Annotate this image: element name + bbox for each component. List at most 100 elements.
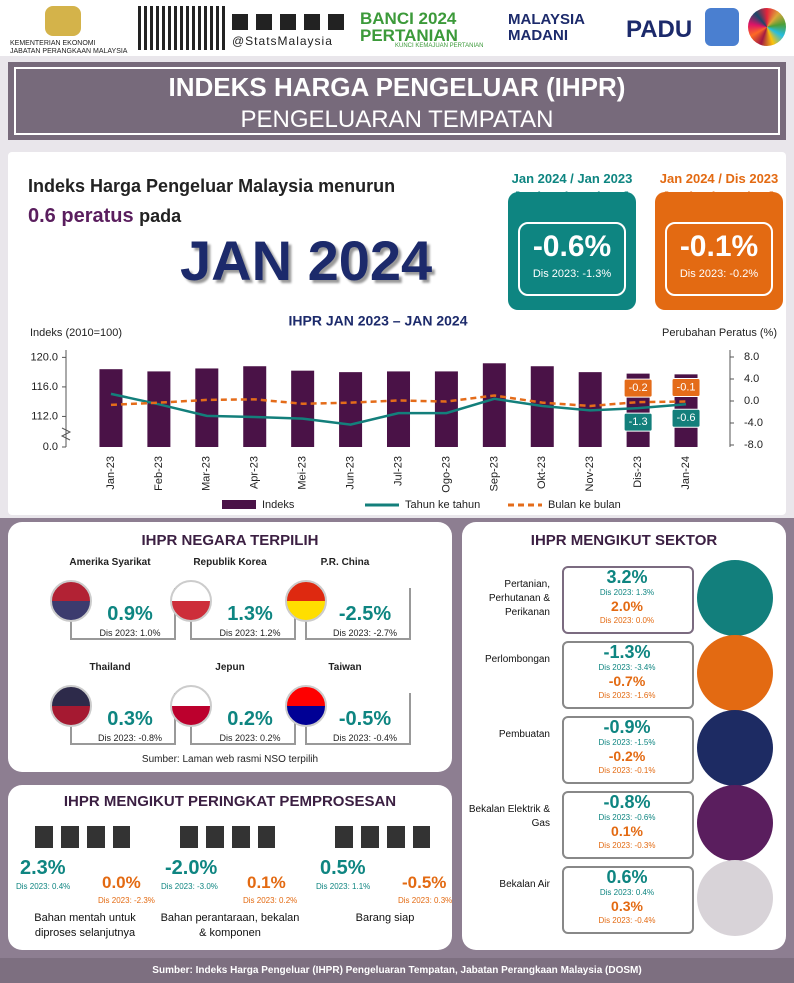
country-value: 0.2% (227, 708, 273, 730)
mom-value: 0.3% (611, 898, 643, 914)
data-label: -0.1 (677, 381, 696, 393)
bar (99, 369, 123, 447)
data-label: -1.3 (629, 416, 648, 428)
ministry-name: KEMENTERIAN EKONOMI (10, 40, 96, 47)
mom-previous: Dis 2023: -0.2% (679, 268, 759, 280)
data-label-box (671, 378, 701, 398)
legend-label: Bulan ke bulan (548, 499, 621, 511)
sector-label: Perlombongan (484, 654, 550, 665)
x-tick-label: Dis-23 (632, 456, 644, 488)
census-tagline: KUNCI KEMAJUAN PERTANIAN (395, 43, 484, 49)
yoy-value: 0.5% (320, 857, 366, 879)
mom-value: 2.0% (611, 598, 643, 614)
mom-previous: Dis 2023: -0.1% (598, 766, 656, 775)
crest (45, 6, 81, 36)
mom-previous: Dis 2023: 0.3% (398, 896, 453, 905)
bar (243, 366, 267, 447)
sector-card (562, 866, 694, 934)
processing-title: IHPR MENGIKUT PERINGKAT PEMPROSESAN (63, 793, 397, 810)
y2-tick-label: -4.0 (744, 417, 763, 429)
axis-break (60, 427, 72, 441)
y2-tick-label: -8.0 (744, 439, 763, 451)
y-axis-label: Indeks (2010=100) (30, 327, 122, 339)
flag (170, 685, 212, 727)
yoy-value: -0.9% (603, 717, 651, 737)
x-tick-label: Apr-23 (249, 456, 261, 489)
x-tick-label: Mei-23 (297, 456, 309, 490)
yoy-previous: Dis 2023: -3.0% (161, 882, 218, 891)
country-previous: Dis 2023: -0.4% (332, 733, 398, 743)
banner-frame (14, 67, 780, 135)
bar (339, 372, 363, 447)
mom-label: Jan 2024 / Dis 2023 (659, 171, 779, 186)
ministry: KEMENTERIAN EKONOMI JABATAN PERANGKAAN MA… (10, 40, 127, 56)
flag (170, 580, 212, 622)
yoy-value: 0.6% (606, 867, 648, 887)
yoy-value: -1.3% (603, 642, 651, 662)
country-previous: Dis 2023: 1.0% (99, 628, 161, 638)
mom-previous: Dis 2023: -2.3% (98, 896, 155, 905)
y-tick-label: 120.0 (30, 351, 58, 363)
sector-card (562, 716, 694, 784)
yoy-value: -0.6% (532, 230, 612, 263)
x-tick-label: Sep-23 (488, 456, 500, 491)
headline-amount: 0.6 peratus pada (28, 205, 181, 228)
yoy-previous: Dis 2023: 0.4% (599, 888, 655, 897)
bar (386, 371, 411, 447)
y2-tick-label: 0.0 (744, 395, 759, 407)
stage-label: Barang siap (355, 912, 415, 924)
x-tick-label: Jun-23 (344, 456, 356, 490)
legend-label: Tahun ke tahun (405, 499, 480, 511)
yoy-value: 2.3% (20, 857, 66, 879)
legend-label: Indeks (262, 499, 295, 511)
yoy-previous: Dis 2023: -1.5% (598, 738, 656, 747)
mom-value: -0.1% (679, 230, 759, 263)
handle: @StatsMalaysia (232, 34, 333, 48)
flag (285, 685, 327, 727)
sdg-wheel (748, 8, 786, 46)
y-tick-label: 112.0 (31, 410, 58, 422)
sectors-title: IHPR MENGIKUT SEKTOR (530, 532, 718, 549)
x-tick-label: Nov-23 (584, 456, 596, 491)
sector-card (562, 566, 694, 634)
x-tick-label: Jan-23 (105, 456, 117, 490)
bar (195, 368, 219, 447)
headline: Indeks Harga Pengeluar Malaysia menurun (28, 176, 396, 196)
sector-card (562, 791, 694, 859)
flag (50, 685, 92, 727)
country-value: 0.3% (107, 708, 153, 730)
flag (50, 580, 92, 622)
mom-previous: Dis 2023: -1.6% (598, 691, 656, 700)
yoy-value: 3.2% (606, 567, 648, 587)
yoy-previous: Dis 2023: 0.4% (16, 882, 71, 891)
qr-codes (138, 6, 226, 50)
sector-icon (697, 785, 773, 861)
amount: 0.6 peratus (28, 205, 134, 227)
banner-subtitle: PENGELUARAN TEMPATAN (240, 106, 554, 133)
census-logo: BANCI 2024 PERTANIAN (360, 9, 458, 45)
processing-panel (8, 785, 452, 950)
icons (35, 826, 130, 848)
country-name: Amerika Syarikat (69, 557, 151, 568)
country-name: Taiwan (328, 662, 362, 673)
sector-label: Pembuatan (498, 729, 550, 740)
yoy-previous: Dis 2023: 1.3% (599, 588, 655, 597)
headline-period: JAN 2024 (180, 229, 433, 292)
countries-source: Sumber: Laman web rasmi NSO terpilih (141, 754, 319, 765)
yoy-value: -2.0% (165, 857, 218, 879)
country-previous: Dis 2023: 1.2% (219, 628, 281, 638)
icons (180, 826, 275, 848)
data-label-box (623, 378, 653, 398)
sector-label: Bekalan Elektrik & Gas (468, 804, 550, 829)
mom-previous: Dis 2023: 0.2% (243, 896, 298, 905)
countries-title: IHPR NEGARA TERPILIH (141, 532, 319, 549)
mom-value: -0.2% (608, 748, 646, 764)
header (0, 0, 794, 56)
bar (147, 371, 171, 447)
stage-label: Bahan mentah untuk diproses selanjutnya (34, 912, 136, 939)
legend-swatch (222, 500, 256, 509)
yoy-value: -0.8% (603, 792, 651, 812)
line-series (110, 392, 687, 426)
yoy-previous: Dis 2023: -0.6% (598, 813, 656, 822)
